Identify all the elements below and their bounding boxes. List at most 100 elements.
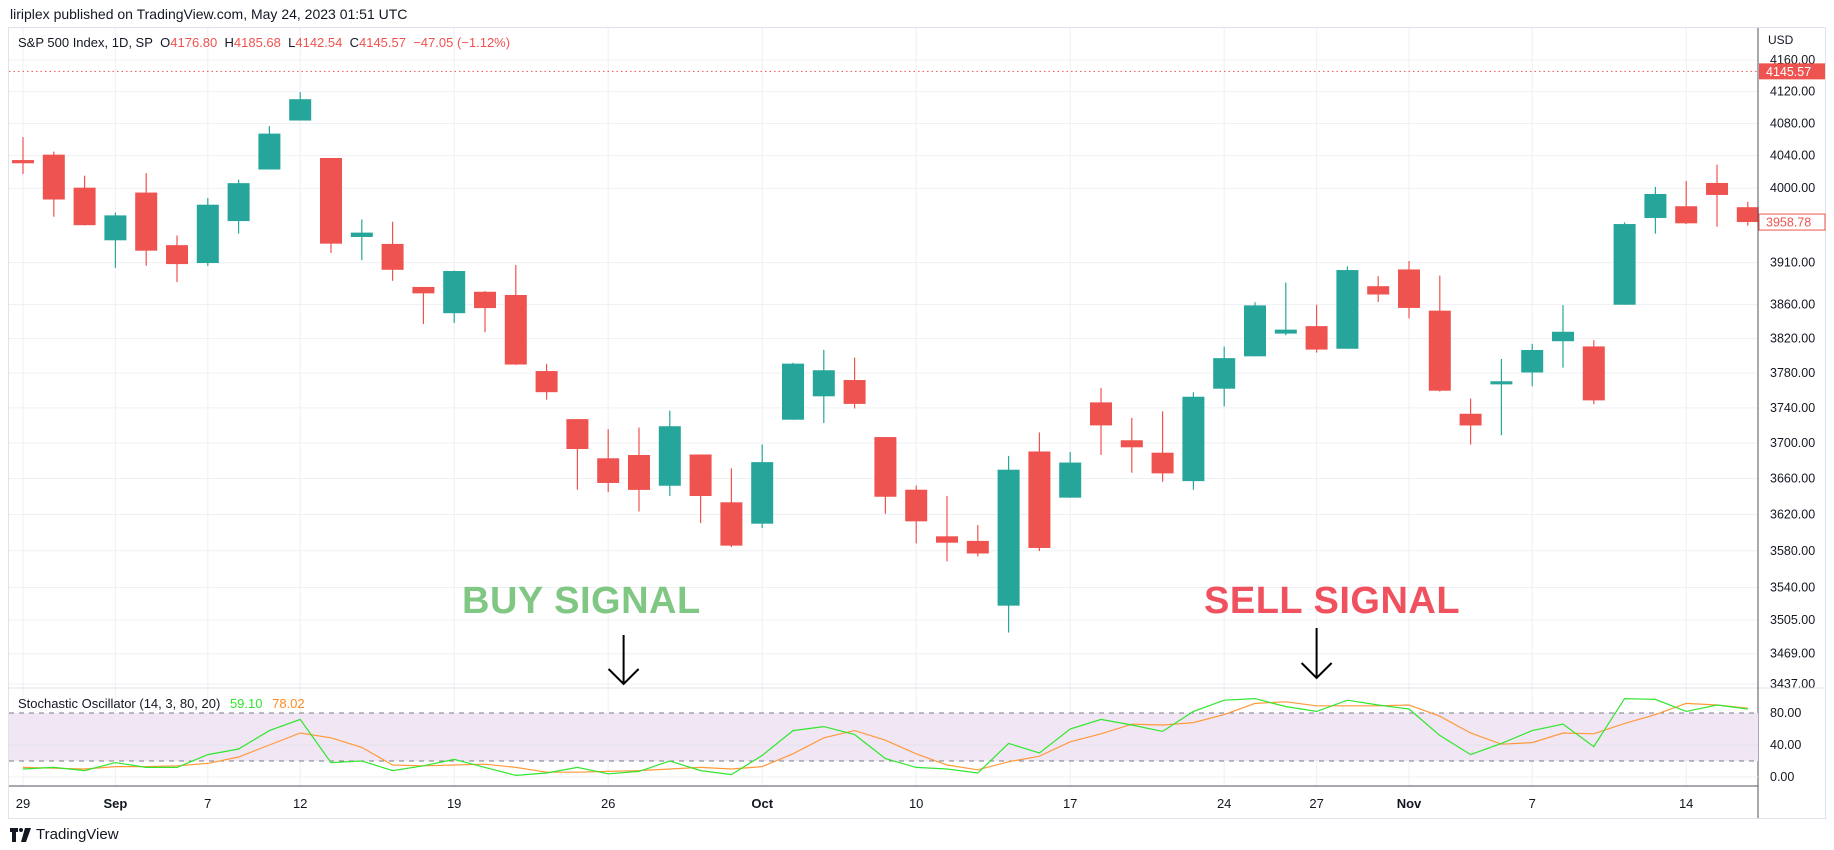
tradingview-logo-icon [10,827,31,842]
symbol-legend: S&P 500 Index, 1D, SP O4176.80 H4185.68 … [18,35,511,50]
price-tick-label: 4040.00 [1770,149,1815,163]
candle-body [320,157,342,244]
candle-body [997,469,1020,606]
candle-body [196,204,219,264]
price-tick-label: 3910.00 [1770,256,1815,270]
candle-body [42,154,65,200]
candle-body [1274,329,1297,334]
candle-body [936,536,958,543]
time-tick-label: 10 [909,796,923,811]
candle-body [1336,270,1359,349]
oscillator-band [9,713,1758,761]
last-price-label: 4145.57 [1766,65,1811,79]
candle-body [1736,207,1759,223]
price-tick-label: 3820.00 [1770,332,1815,346]
k-line [22,697,1748,777]
buy-signal-label: BUY SIGNAL [462,580,701,622]
time-tick-label: Nov [1397,796,1422,811]
candle-body [474,291,496,309]
candle-body [1490,381,1513,385]
candle-body [166,245,188,265]
time-tick-label: 7 [204,796,211,811]
price-tick-label: 4120.00 [1770,85,1815,99]
time-tick-label: Sep [103,796,127,811]
candle-body [1367,286,1390,295]
oscillator-tick-label: 0.00 [1770,770,1794,784]
price-tick-label: 3620.00 [1770,507,1815,521]
candle-body [1552,331,1574,342]
price-tick-label: 3469.00 [1770,647,1815,661]
candle-body [73,187,96,226]
k-value: 59.10 [229,696,263,711]
price-tick-label: 4080.00 [1770,116,1815,130]
last-price-badge [1759,63,1825,80]
change-value: −47.05 (−1.12%) [413,35,511,50]
d-value: 78.02 [272,696,305,711]
brand-name: TradingView [36,826,119,843]
candle-body [12,160,34,164]
down-arrow-icon [607,668,640,686]
candle-body [1182,396,1205,482]
candle-body [504,294,527,365]
candle-body [535,371,558,393]
time-tick-label: 27 [1309,796,1323,811]
candle-body [597,458,620,483]
candle-body [1428,310,1451,391]
sell-signal-label: SELL SIGNAL [1204,580,1461,622]
time-tick-label: Oct [751,796,773,811]
tradingview-logo[interactable]: TradingView [10,826,119,843]
candle-body [104,215,127,241]
bar-close-badge [1758,213,1826,231]
symbol-name: S&P 500 Index, 1D, SP [18,35,153,50]
candle-body [1213,358,1236,389]
chart-frame [8,27,1826,819]
candle-body [1090,402,1112,426]
price-tick-label: 3780.00 [1770,366,1815,380]
candle-body [658,426,681,486]
candle-body [1582,346,1605,401]
price-tick-label: 3505.00 [1770,613,1815,627]
bar-close-label: 3958.78 [1766,216,1811,230]
low-value: 4142.54 [295,35,343,50]
candle-body [289,99,312,121]
candle-body [1305,326,1328,350]
candle-body [628,455,650,490]
oscillator-tick-label: 80.00 [1770,706,1801,720]
candle-body [843,380,866,404]
oscillator-tick-label: 40.00 [1770,738,1801,752]
candle-body [1706,182,1728,195]
currency-label: USD [1768,33,1794,47]
price-tick-label: 3860.00 [1770,298,1815,312]
publish-info: liriplex published on TradingView.com, M… [10,6,408,22]
time-tick-label: 29 [16,796,30,811]
candle-body [751,462,774,524]
candle-body [566,419,589,449]
oscillator-legend: Stochastic Oscillator (14, 3, 80, 20) 59… [18,696,305,711]
candle-body [443,271,466,314]
candle-body [1613,224,1636,305]
time-tick-label: 19 [447,796,461,811]
high-value: 4185.68 [233,35,281,50]
candle-body [1644,193,1667,218]
candle-body [1398,269,1420,308]
candle-body [812,370,835,397]
candle-body [258,133,281,170]
time-tick-label: 24 [1217,796,1231,811]
open-value: 4176.80 [170,35,218,50]
price-tick-label: 3740.00 [1770,401,1815,415]
candle-body [1244,305,1266,357]
price-tick-label: 3660.00 [1770,472,1815,486]
time-tick-label: 14 [1679,796,1693,811]
candle-body [874,437,897,497]
candle-body [1120,440,1143,448]
candle-body [1521,349,1544,373]
price-tick-label: 3540.00 [1770,580,1815,594]
candle-body [782,363,804,420]
time-tick-label: 26 [601,796,615,811]
candle-body [1028,451,1051,548]
candle-body [227,183,250,222]
time-tick-label: 7 [1529,796,1536,811]
candle-body [689,454,712,497]
candle-body [905,489,928,522]
